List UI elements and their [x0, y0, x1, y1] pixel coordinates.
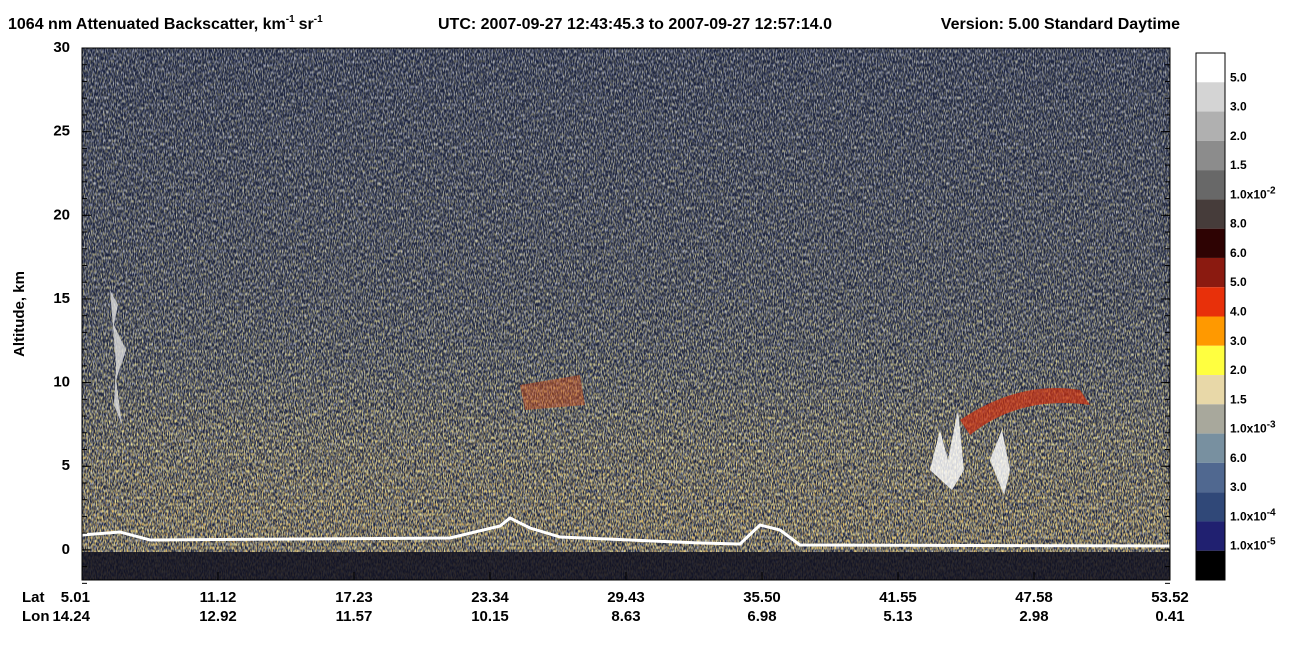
colorbar-label: 3.0 — [1230, 480, 1247, 494]
y-tick-label: 25 — [53, 123, 70, 140]
colorbar-swatch — [1196, 375, 1225, 405]
colorbar-label: 1.5 — [1230, 393, 1247, 407]
colorbar-label-text: 3.0 — [1230, 334, 1247, 348]
x-tick-label-lon: 6.98 — [747, 608, 776, 625]
colorbar-label: 8.0 — [1230, 217, 1247, 231]
colorbar-swatch — [1196, 316, 1225, 346]
colorbar-swatch — [1196, 287, 1225, 317]
colorbar-label-exp: -2 — [1267, 185, 1276, 196]
colorbar-label-text: 2.0 — [1230, 129, 1247, 143]
colorbar-swatch — [1196, 228, 1225, 258]
x-tick-label-lat: 53.52 — [1151, 589, 1189, 606]
x-tick-label-lon: 11.57 — [336, 608, 373, 625]
x-tick-label-lat: 47.58 — [1015, 589, 1053, 606]
chart-title: 1064 nm Attenuated Backscatter, km-1 sr-1 — [8, 14, 323, 33]
colorbar-label-text: 1.0x10 — [1230, 539, 1267, 553]
x-row-label: Lat — [22, 589, 45, 606]
chart-utc: UTC: 2007-09-27 12:43:45.3 to 2007-09-27… — [438, 16, 832, 33]
colorbar-swatch — [1196, 433, 1225, 463]
colorbar-label-text: 5.0 — [1230, 275, 1247, 289]
colorbar-label: 6.0 — [1230, 451, 1247, 465]
colorbar-swatch — [1196, 257, 1225, 288]
colorbar-label-text: 4.0 — [1230, 305, 1247, 319]
x-tick-label-lon: 8.63 — [611, 608, 640, 625]
colorbar-swatch — [1196, 345, 1225, 376]
colorbar-label: 1.0x10-3 — [1230, 419, 1276, 436]
colorbar-label-text: 8.0 — [1230, 217, 1247, 231]
x-tick-label-lat: 23.34 — [471, 589, 509, 606]
colorbar-label: 1.0x10-5 — [1230, 536, 1276, 553]
colorbar-label-text: 6.0 — [1230, 246, 1247, 260]
y-tick-label: 15 — [53, 290, 70, 307]
colorbar-swatch — [1196, 82, 1225, 112]
x-tick-label-lon: 14.24 — [52, 608, 90, 625]
colorbar-swatch — [1196, 111, 1225, 141]
y-axis-label: Altitude, km — [11, 271, 28, 357]
colorbar-label-text: 1.5 — [1230, 158, 1247, 172]
colorbar-label: 3.0 — [1230, 334, 1247, 348]
colorbar-label: 6.0 — [1230, 246, 1247, 260]
colorbar-label-text: 1.0x10 — [1230, 188, 1267, 202]
x-tick-label-lat: 29.43 — [607, 589, 645, 606]
x-tick-label-lon: 0.41 — [1155, 608, 1184, 625]
y-tick-label: 20 — [53, 206, 70, 223]
x-tick-label-lat: 5.01 — [61, 589, 90, 606]
colorbar-label: 2.0 — [1230, 129, 1247, 143]
colorbar-swatch — [1196, 404, 1225, 434]
y-tick-label: 30 — [53, 39, 70, 56]
colorbar-label: 2.0 — [1230, 363, 1247, 377]
colorbar-label-text: 1.5 — [1230, 393, 1247, 407]
colorbar-swatch — [1196, 492, 1225, 522]
colorbar-swatch — [1196, 199, 1225, 229]
x-tick-label-lon: 10.15 — [471, 608, 509, 625]
colorbar-label: 1.5 — [1230, 158, 1247, 172]
colorbar-label-exp: -5 — [1267, 536, 1276, 547]
colorbar-swatch — [1196, 53, 1225, 83]
x-row-label: Lon — [22, 608, 50, 625]
colorbar-label: 5.0 — [1230, 275, 1247, 289]
x-tick-label-lon: 5.13 — [883, 608, 912, 625]
x-tick-label-lat: 11.12 — [200, 589, 237, 606]
colorbar-label-text: 2.0 — [1230, 363, 1247, 377]
x-tick-label-lat: 17.23 — [335, 589, 373, 606]
colorbar-label: 1.0x10-2 — [1230, 185, 1276, 202]
y-tick-label: 0 — [62, 541, 70, 558]
colorbar-label: 1.0x10-4 — [1230, 507, 1276, 524]
colorbar-label-text: 6.0 — [1230, 451, 1247, 465]
colorbar-label-text: 1.0x10 — [1230, 510, 1267, 524]
chart-version: Version: 5.00 Standard Daytime — [941, 16, 1180, 33]
x-tick-label-lon: 2.98 — [1019, 608, 1048, 625]
colorbar-swatch — [1196, 521, 1225, 551]
x-tick-label-lon: 12.92 — [199, 608, 237, 625]
x-tick-label-lat: 41.55 — [879, 589, 917, 606]
colorbar-label-text: 1.0x10 — [1230, 422, 1267, 436]
colorbar-label-text: 3.0 — [1230, 480, 1247, 494]
y-tick-label: 10 — [53, 374, 70, 391]
colorbar-label: 5.0 — [1230, 70, 1247, 84]
colorbar-label-exp: -3 — [1267, 419, 1276, 430]
colorbar-label-text: 3.0 — [1230, 100, 1247, 114]
colorbar-label-text: 5.0 — [1230, 70, 1247, 84]
colorbar-label-exp: -4 — [1267, 507, 1276, 518]
colorbar-swatch — [1196, 462, 1225, 493]
backscatter-image — [81, 48, 1171, 580]
x-tick-label-lat: 35.50 — [743, 589, 781, 606]
colorbar-label: 4.0 — [1230, 305, 1247, 319]
colorbar-label: 3.0 — [1230, 100, 1247, 114]
colorbar-swatch — [1196, 550, 1225, 580]
y-tick-label: 5 — [62, 457, 70, 474]
colorbar-frame — [1195, 52, 1226, 581]
colorbar-swatch — [1196, 140, 1225, 171]
colorbar-swatch — [1196, 170, 1225, 200]
